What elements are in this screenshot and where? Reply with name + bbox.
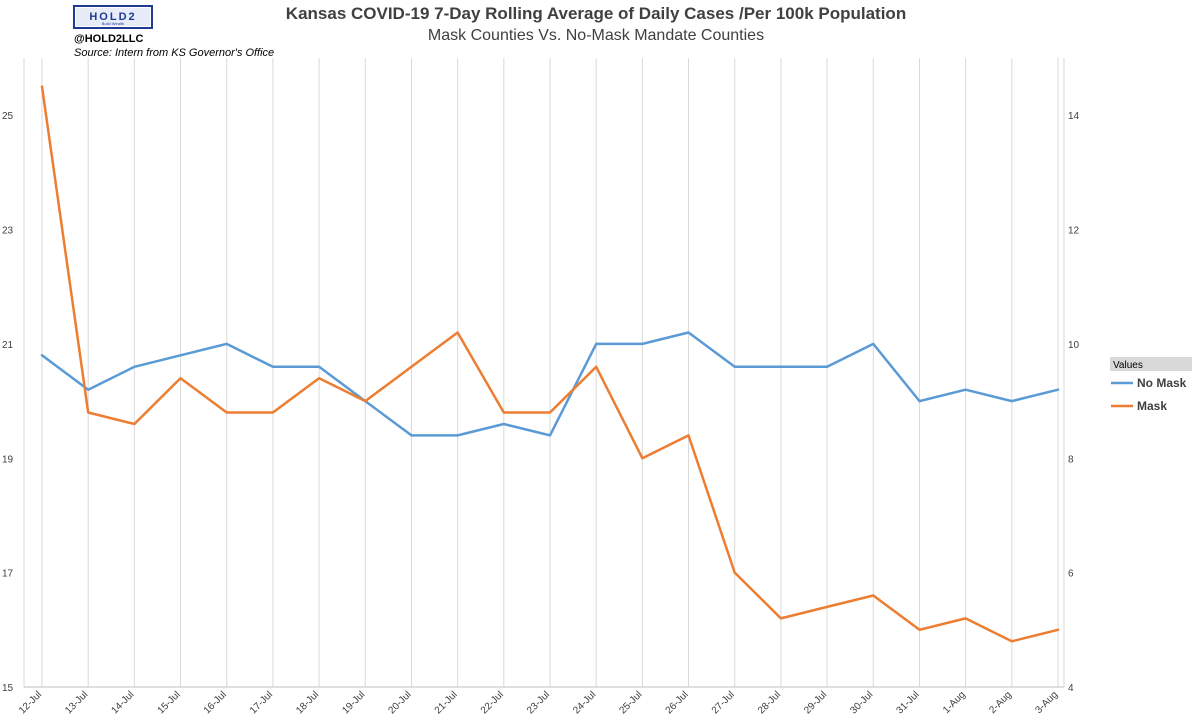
x-tick-label: 23-Jul [525,689,552,716]
logo-text: HOLD2 [89,11,136,23]
legend-label-no-mask: No Mask [1137,376,1187,390]
y-left-tick-label: 23 [2,226,14,237]
x-tick-label: 20-Jul [387,689,414,716]
x-tick-label: 19-Jul [340,689,367,716]
y-left-tick-label: 25 [2,111,14,122]
x-tick-label: 22-Jul [479,689,506,716]
x-tick-label: 13-Jul [63,689,90,716]
x-tick-label: 16-Jul [202,689,229,716]
twitter-handle: @HOLD2LLC [74,33,143,45]
x-tick-label: 3-Aug [1033,689,1060,716]
gridlines [41,58,1059,687]
legend: Values No Mask Mask [1110,357,1192,413]
x-tick-label: 30-Jul [848,689,875,716]
y-left-tick-label: 17 [2,569,14,580]
x-tick-label: 12-Jul [17,689,44,716]
source-note: Source: Intern from KS Governor's Office [74,47,274,59]
series-line-mask [40,85,1060,643]
y-right-tick-label: 14 [1068,111,1080,122]
x-tick-label: 28-Jul [756,689,783,716]
y-right-tick-label: 8 [1068,454,1074,465]
x-tick-label: 1-Aug [941,689,968,716]
x-tick-label: 14-Jul [109,689,136,716]
x-tick-label: 29-Jul [802,689,829,716]
x-tick-label: 15-Jul [156,689,183,716]
y-right-tick-label: 12 [1068,226,1080,237]
x-tick-label: 24-Jul [571,689,598,716]
y-right-tick-label: 10 [1068,340,1080,351]
legend-title-bg [1110,357,1192,371]
axes: 15 17 19 21 23 25 4 6 8 10 12 14 12-Jul 13-Jul 14-Jul 1… [2,58,1080,716]
x-tick-label: 17-Jul [248,689,275,716]
y-left-tick-label: 21 [2,340,14,351]
legend-label-mask: Mask [1137,399,1167,413]
x-tick-label: 27-Jul [710,689,737,716]
x-tick-label: 26-Jul [664,689,691,716]
y-right-tick-label: 6 [1068,569,1074,580]
series-lines [40,85,1060,643]
y-left-tick-label: 19 [2,454,14,465]
hold2-logo: HOLD2 Build Wealth [73,5,153,29]
x-tick-label: 21-Jul [433,689,460,716]
x-tick-label: 18-Jul [294,689,321,716]
legend-title: Values [1113,360,1143,371]
y-left-tick-label: 15 [2,683,14,694]
y-right-tick-label: 4 [1068,683,1074,694]
chart-subtitle: Mask Counties Vs. No-Mask Mandate Counti… [428,27,764,44]
chart-title: Kansas COVID-19 7-Day Rolling Average of… [286,4,906,23]
x-tick-label: 31-Jul [895,689,922,716]
x-tick-label: 2-Aug [987,689,1014,716]
logo-subtext: Build Wealth [102,21,124,26]
x-tick-label: 25-Jul [617,689,644,716]
